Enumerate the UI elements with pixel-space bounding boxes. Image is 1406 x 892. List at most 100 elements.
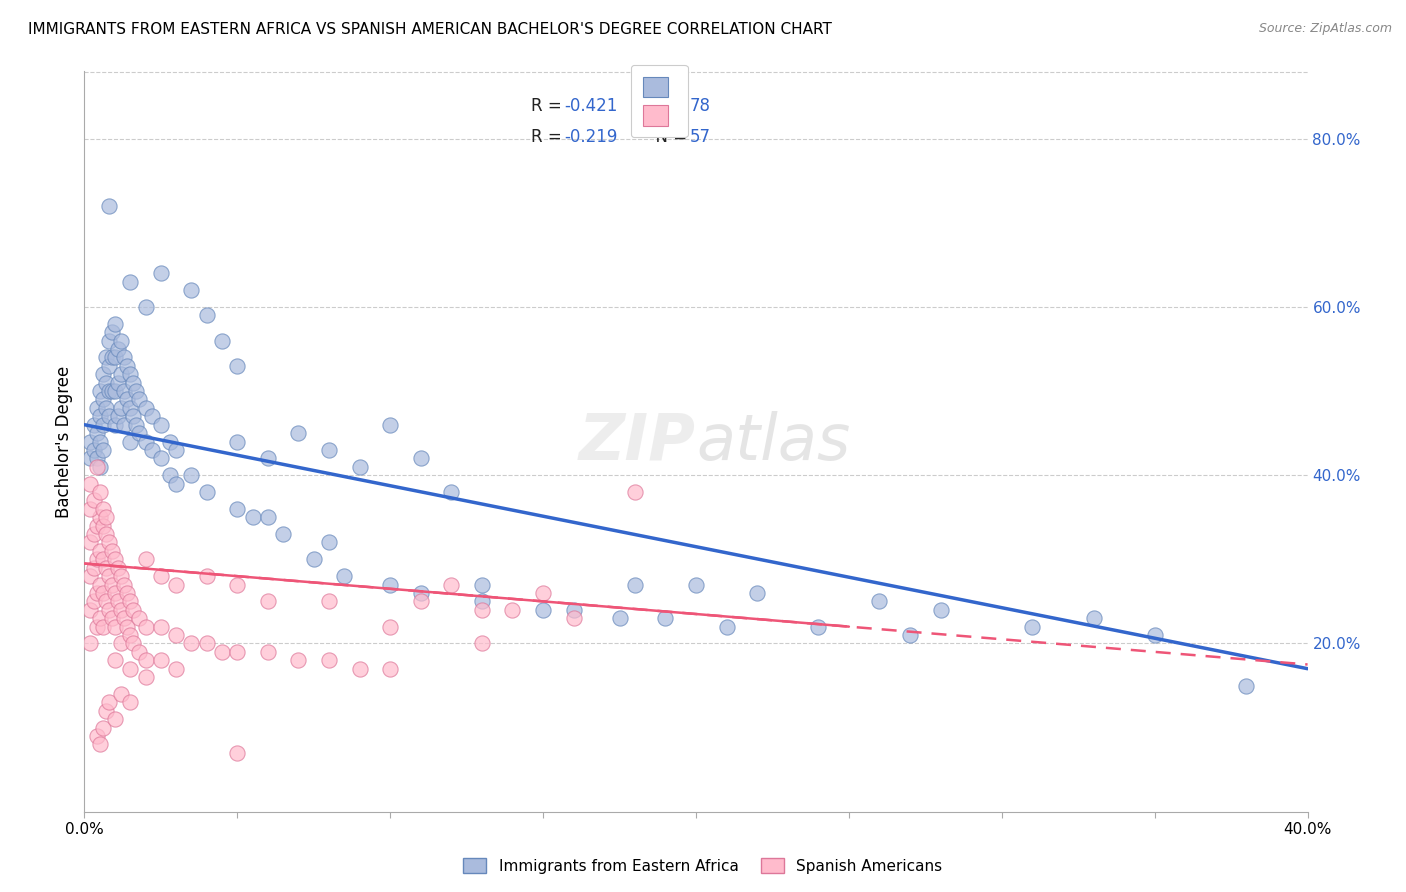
Point: [110, 687, 132, 701]
Point: [79, 451, 101, 466]
Text: Source: ZipAtlas.com: Source: ZipAtlas.com: [1258, 22, 1392, 36]
Point: [97, 409, 120, 424]
Point: [115, 359, 138, 373]
Text: -0.219: -0.219: [564, 128, 617, 145]
Point: [122, 636, 145, 650]
Point: [91, 417, 114, 432]
Point: [94, 704, 117, 718]
Point: [226, 501, 249, 516]
Point: [149, 266, 172, 280]
Point: [101, 351, 124, 365]
Point: [83, 493, 105, 508]
Point: [94, 351, 117, 365]
Point: [409, 451, 432, 466]
Point: [165, 442, 187, 457]
Point: [898, 628, 921, 642]
Point: [135, 653, 157, 667]
Point: [86, 729, 108, 743]
Point: [79, 636, 101, 650]
Point: [104, 552, 127, 566]
Point: [97, 603, 120, 617]
Point: [101, 577, 124, 591]
Point: [226, 577, 249, 591]
Point: [86, 426, 108, 441]
Point: [141, 442, 163, 457]
Point: [97, 334, 120, 348]
Point: [122, 603, 145, 617]
Point: [120, 628, 142, 642]
Point: [120, 434, 142, 449]
Point: [79, 434, 101, 449]
Point: [79, 476, 101, 491]
Point: [531, 603, 554, 617]
Point: [195, 569, 218, 583]
Point: [257, 451, 280, 466]
Point: [318, 535, 340, 549]
Point: [110, 368, 132, 382]
Point: [149, 569, 172, 583]
Point: [159, 434, 181, 449]
Point: [107, 409, 129, 424]
Point: [91, 586, 114, 600]
Point: [165, 662, 187, 676]
Point: [91, 552, 114, 566]
Point: [1143, 628, 1166, 642]
Point: [180, 636, 202, 650]
Point: [115, 619, 138, 633]
Point: [89, 434, 111, 449]
Point: [624, 485, 647, 500]
Point: [110, 401, 132, 415]
Point: [609, 611, 631, 625]
Point: [380, 577, 402, 591]
Point: [107, 376, 129, 390]
Point: [122, 376, 145, 390]
Point: [125, 384, 148, 398]
Point: [83, 527, 105, 541]
Point: [91, 518, 114, 533]
Point: [86, 586, 108, 600]
Point: [128, 645, 150, 659]
Point: [471, 636, 494, 650]
Point: [79, 501, 101, 516]
Point: [112, 611, 135, 625]
Point: [318, 442, 340, 457]
Point: [242, 510, 264, 524]
Point: [83, 560, 105, 574]
Point: [747, 586, 769, 600]
Point: [380, 662, 402, 676]
Text: R =: R =: [531, 97, 567, 115]
Point: [104, 317, 127, 331]
Point: [112, 417, 135, 432]
Point: [226, 359, 249, 373]
Point: [91, 392, 114, 407]
Point: [91, 501, 114, 516]
Point: [135, 401, 157, 415]
Point: [287, 653, 309, 667]
Point: [110, 569, 132, 583]
Point: [135, 619, 157, 633]
Point: [349, 459, 371, 474]
Point: [79, 603, 101, 617]
Point: [97, 359, 120, 373]
Point: [165, 476, 187, 491]
Point: [807, 619, 830, 633]
Point: [89, 459, 111, 474]
Point: [86, 619, 108, 633]
Point: [440, 485, 463, 500]
Point: [135, 670, 157, 684]
Point: [195, 485, 218, 500]
Point: [97, 695, 120, 709]
Text: 57: 57: [690, 128, 711, 145]
Text: ZIP: ZIP: [579, 410, 696, 473]
Point: [502, 603, 524, 617]
Point: [149, 451, 172, 466]
Point: [83, 594, 105, 608]
Point: [120, 662, 142, 676]
Point: [1083, 611, 1105, 625]
Point: [104, 417, 127, 432]
Point: [149, 653, 172, 667]
Text: N =: N =: [644, 128, 692, 145]
Point: [287, 426, 309, 441]
Point: [562, 611, 585, 625]
Point: [107, 560, 129, 574]
